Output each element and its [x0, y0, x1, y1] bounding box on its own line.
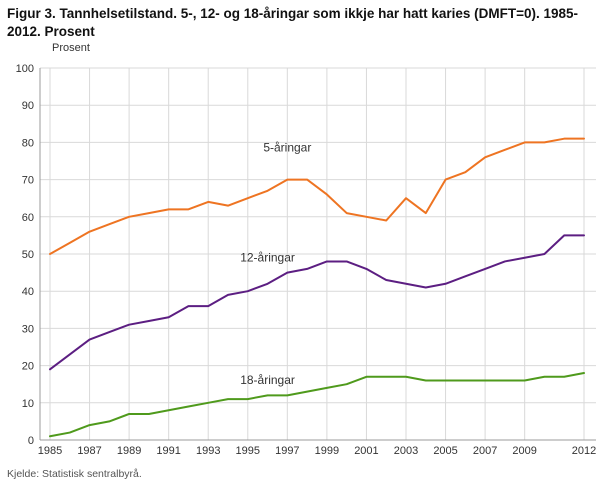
series-label-18-åringar: 18-åringar	[240, 373, 295, 387]
y-axis-tick-label: 10	[22, 398, 34, 410]
y-axis-tick-label: 50	[22, 249, 34, 261]
series-label-5-åringar: 5-åringar	[263, 141, 311, 155]
x-axis-tick-label: 1995	[236, 445, 260, 457]
chart-svg: 0 10 20 30 40 50 60 70 80 90 100 1985 1987 1989 1991 19…	[16, 63, 597, 457]
series-line-18-åringar	[49, 372, 585, 438]
x-axis-tick-label: 1993	[196, 445, 220, 457]
x-axis-tick-label: 2012	[572, 445, 596, 457]
x-axis-tick-label: 1991	[156, 445, 180, 457]
x-axis-tick-label: 1989	[117, 445, 141, 457]
x-axis-tick-label: 1985	[38, 445, 62, 457]
series-label-12-åringar: 12-åringar	[240, 250, 295, 264]
y-axis-tick-label: 40	[22, 286, 34, 298]
series-line-5-åringar	[49, 137, 585, 255]
y-axis-tick-label: 30	[22, 323, 34, 335]
x-axis-tick-label: 2001	[354, 445, 378, 457]
figure-title: Figur 3. Tannhelsetilstand. 5-, 12- og 1…	[7, 6, 579, 39]
x-axis-tick-label: 2007	[473, 445, 497, 457]
source-note: Kjelde: Statistisk sentralbyrå.	[7, 468, 142, 480]
y-axis-tick-label: 70	[22, 175, 34, 187]
x-axis-tick-label: 2009	[512, 445, 536, 457]
y-axis-tick-label: 20	[22, 361, 34, 373]
y-axis-tick-label: 90	[22, 100, 34, 112]
y-axis-tick-label: 100	[16, 63, 34, 75]
x-axis-tick-label: 2005	[433, 445, 457, 457]
y-axis-tick-label: 60	[22, 212, 34, 224]
x-axis-tick-label: 2003	[394, 445, 418, 457]
line-chart: 0 10 20 30 40 50 60 70 80 90 100 1985 1987 1989 1991 19…	[16, 63, 597, 457]
y-axis-tick-label: 80	[22, 137, 34, 149]
x-axis-tick-label: 1987	[77, 445, 101, 457]
x-axis-tick-label: 1999	[315, 445, 339, 457]
series-line-12-åringar	[49, 234, 585, 371]
y-axis-tick-label: 0	[28, 435, 34, 447]
y-axis-unit-label: Prosent	[52, 42, 90, 54]
x-axis-tick-label: 1997	[275, 445, 299, 457]
